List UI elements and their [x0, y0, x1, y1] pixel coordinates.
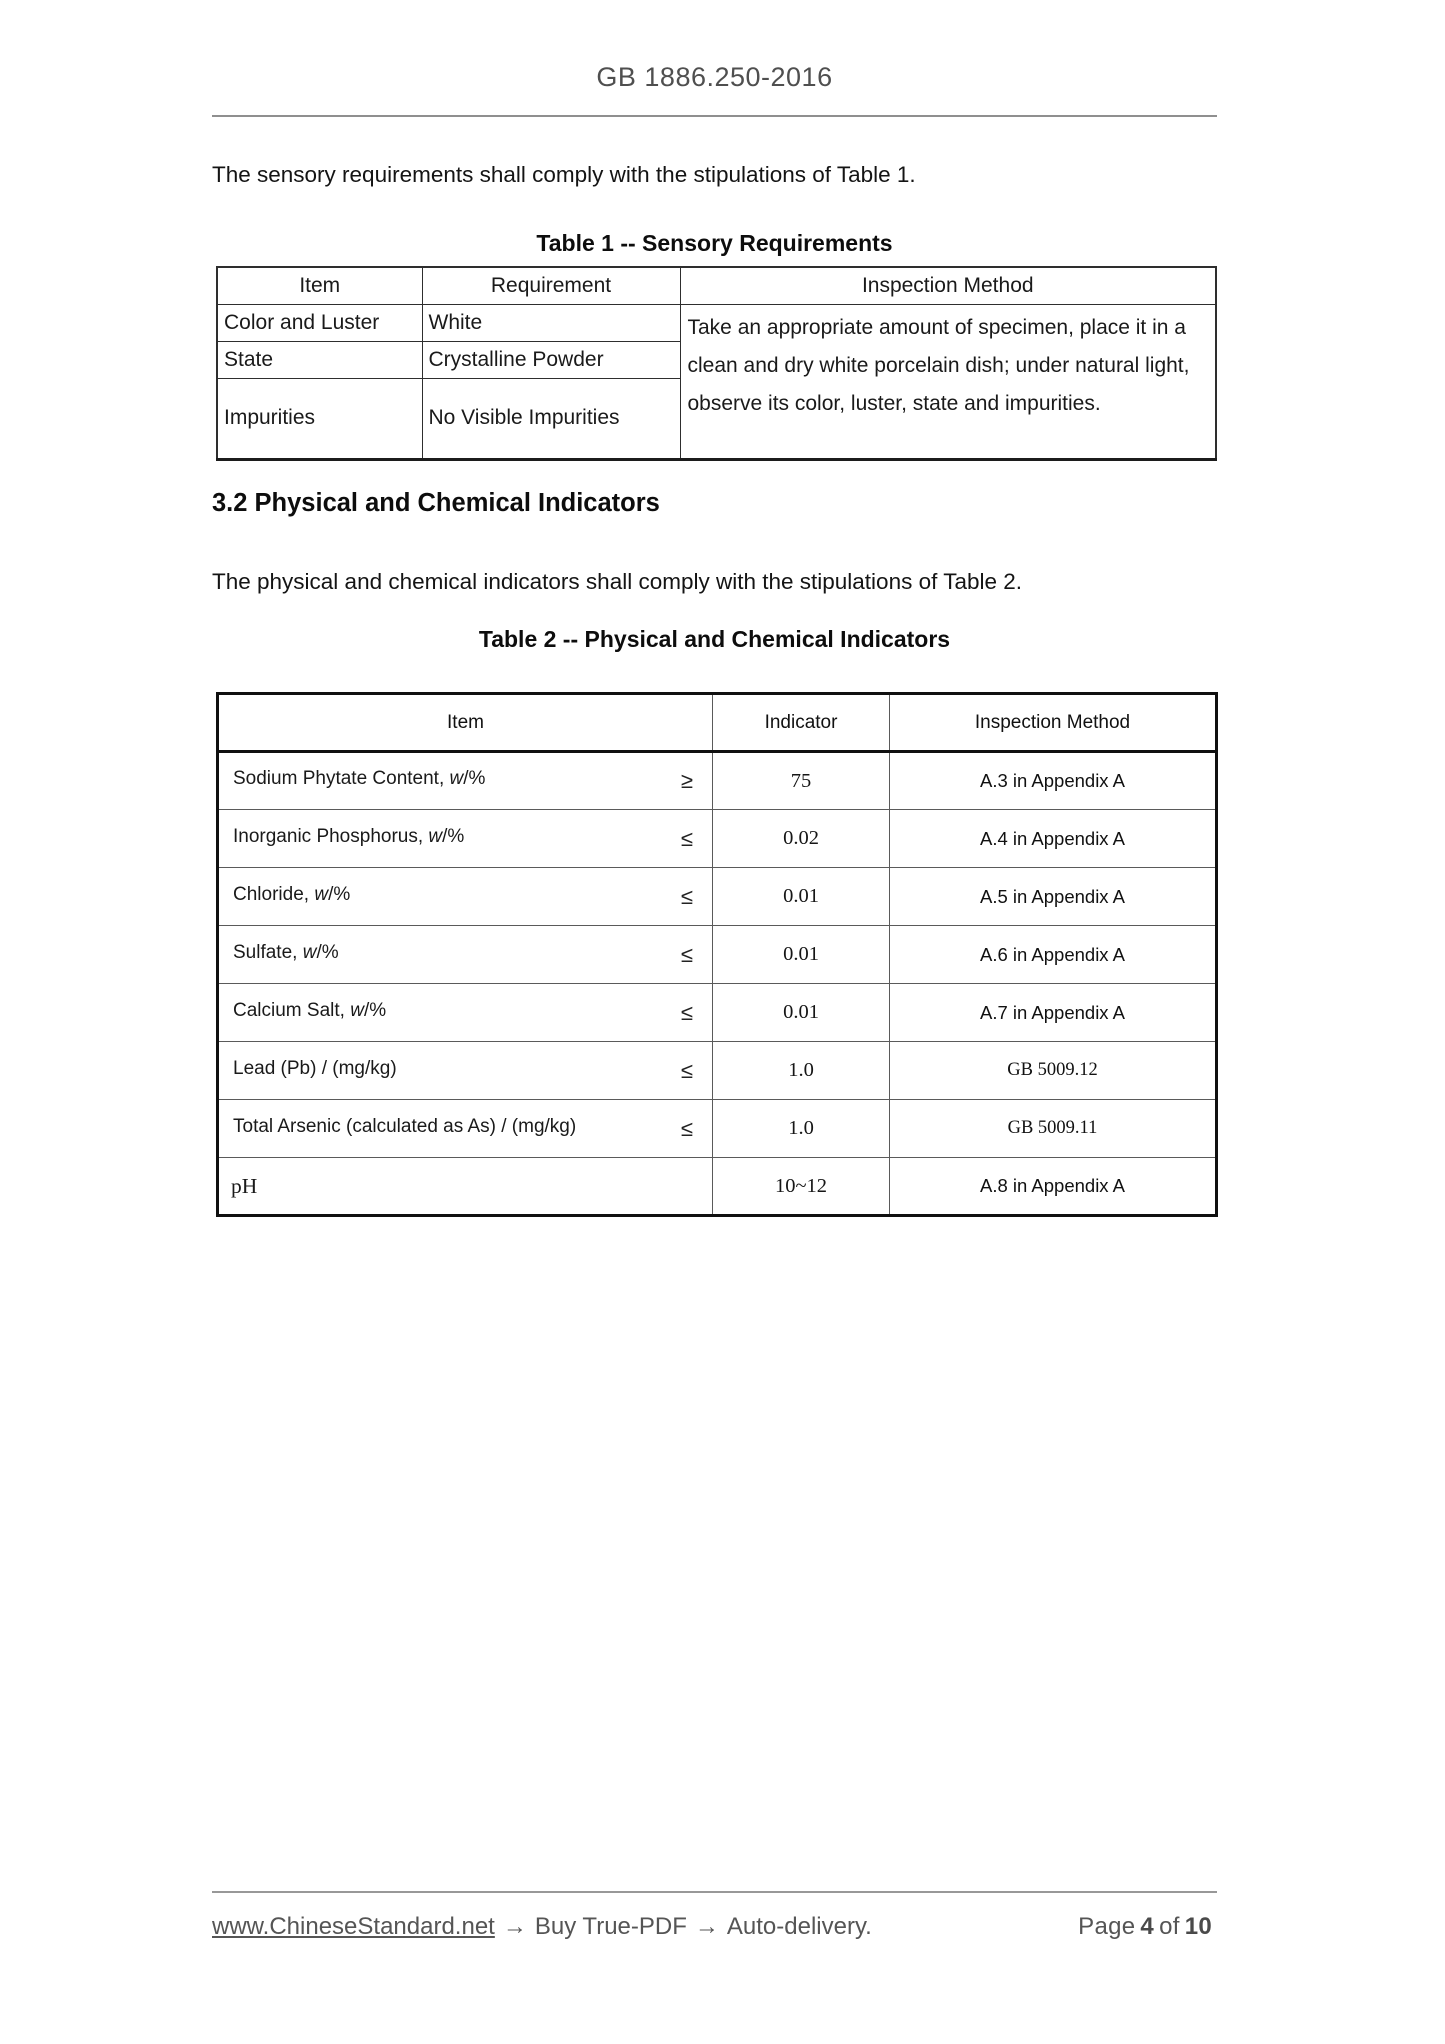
table2-method-cell: A.3 in Appendix A: [889, 751, 1217, 810]
table1-col-item: Item: [216, 266, 423, 305]
table2-item-cell: Sulfate, w/% ≤: [217, 925, 713, 984]
table2-indicator-cell: 0.02: [712, 809, 890, 868]
table2-method-cell: GB 5009.12: [889, 1041, 1217, 1100]
footer-buy-text: Buy True-PDF: [534, 1913, 687, 1940]
of-label: of: [1159, 1913, 1180, 1940]
table1-col-requirement: Requirement: [421, 266, 681, 305]
lte-symbol: ≤: [680, 1057, 693, 1083]
current-page-number: 4: [1140, 1913, 1155, 1940]
table2-row-calcium-salt: Calcium Salt, w/% ≤ 0.01 A.7 in Appendix …: [217, 983, 1217, 1042]
table2-method-cell: A.5 in Appendix A: [889, 867, 1217, 926]
table1-requirement-cell: No Visible Impurities: [421, 377, 681, 460]
table1-row-state: State Crystalline Powder: [216, 340, 1216, 379]
item-label: Chloride, w/%: [233, 883, 351, 905]
arrow-right-icon: →: [502, 1913, 527, 1940]
table2-item-cell: pH: [217, 1157, 713, 1216]
table2-item-cell: Total Arsenic (calculated as As) / (mg/k…: [217, 1099, 713, 1158]
sensory-requirements-table: Item Requirement Inspection Method Color…: [216, 266, 1217, 461]
table2-method-cell: GB 5009.11: [889, 1099, 1217, 1158]
total-page-number: 10: [1184, 1913, 1212, 1940]
table2-method-cell: A.6 in Appendix A: [889, 925, 1217, 984]
arrow-right-icon: →: [694, 1913, 719, 1940]
footer-left: www.ChineseStandard.net → Buy True-PDF → Aut…: [212, 1913, 872, 1941]
footer-delivery-text: Auto-delivery.: [726, 1913, 872, 1940]
gte-symbol: ≥: [680, 768, 693, 793]
lte-symbol: ≤: [680, 999, 693, 1025]
table2-col-indicator: Indicator: [712, 693, 890, 753]
footer-website-link[interactable]: www.ChineseStandard.net: [212, 1913, 495, 1940]
table2-col-item: Item: [217, 693, 713, 753]
table2-indicator-cell: 0.01: [712, 867, 890, 926]
table2-row-sodium-phytate: Sodium Phytate Content, w/% ≥ 75 A.3 in A…: [217, 751, 1217, 810]
table1-row-impurities: Impurities No Visible Impurities: [216, 377, 1216, 460]
document-header-title: GB 1886.250-2016: [596, 62, 833, 92]
table2-header-row: Item Indicator Inspection Method: [217, 693, 1217, 753]
item-label: Calcium Salt, w/%: [233, 999, 387, 1021]
table2-row-inorganic-phosphorus: Inorganic Phosphorus, w/% ≤ 0.02 A.4 in A…: [217, 809, 1217, 868]
table2-col-inspection: Inspection Method: [889, 693, 1217, 753]
page-number-indicator: Page 4 of 10: [1078, 1913, 1217, 1941]
table1-header-row: Item Requirement Inspection Method: [216, 266, 1217, 305]
table2-method-cell: A.8 in Appendix A: [889, 1157, 1217, 1216]
table2-indicator-cell: 75: [712, 751, 890, 810]
physchem-indicators-paragraph: The physical and chemical indicators sha…: [212, 569, 1022, 594]
table1-inspection-method-cell: Take an appropriate amount of specimen, …: [679, 303, 1217, 460]
table1-item-cell: Color and Luster: [216, 303, 423, 342]
item-label: Inorganic Phosphorus, w/%: [233, 825, 465, 847]
item-label: pH: [231, 1173, 258, 1198]
footer-divider: [212, 1891, 1217, 1893]
lte-symbol: ≤: [680, 941, 693, 967]
table1-requirement-cell: White: [421, 303, 681, 342]
table2-method-cell: A.4 in Appendix A: [889, 809, 1217, 868]
sensory-requirements-paragraph: The sensory requirements shall comply wi…: [212, 162, 916, 187]
table1-col-inspection: Inspection Method: [679, 266, 1217, 305]
table2-indicator-cell: 10~12: [712, 1157, 890, 1216]
table2-indicator-cell: 1.0: [712, 1099, 890, 1158]
header-divider: [212, 115, 1217, 117]
section-heading-3-2: 3.2 Physical and Chemical Indicators: [212, 489, 660, 517]
table1-caption: Table 1 -- Sensory Requirements: [536, 230, 893, 256]
item-label: Sodium Phytate Content, w/%: [233, 768, 486, 789]
table1-item-cell: Impurities: [216, 377, 423, 460]
lte-symbol: ≤: [680, 1115, 693, 1141]
table2-item-cell: Inorganic Phosphorus, w/% ≤: [217, 809, 713, 868]
table1-row-color: Color and Luster White Take an appropria…: [216, 303, 1217, 460]
table2-item-cell: Lead (Pb) / (mg/kg) ≤: [217, 1041, 713, 1100]
lte-symbol: ≤: [680, 825, 693, 851]
table1-requirement-cell: Crystalline Powder: [421, 340, 681, 379]
table2-indicator-cell: 1.0: [712, 1041, 890, 1100]
page-footer: www.ChineseStandard.net → Buy True-PDF → Aut…: [212, 1913, 1217, 1941]
item-label: Total Arsenic (calculated as As) / (mg/k…: [233, 1115, 577, 1137]
table2-indicator-cell: 0.01: [712, 925, 890, 984]
page-label: Page: [1078, 1913, 1136, 1940]
table2-row-sulfate: Sulfate, w/% ≤ 0.01 A.6 in Appendix A: [217, 925, 1217, 984]
table2-row-ph: pH 10~12 A.8 in Appendix A: [217, 1157, 1217, 1216]
physical-chemical-indicators-table: Item Indicator Inspection Method Sodium …: [216, 692, 1218, 1217]
item-label: Lead (Pb) / (mg/kg): [233, 1057, 397, 1079]
table2-indicator-cell: 0.01: [712, 983, 890, 1042]
item-label: Sulfate, w/%: [233, 941, 339, 963]
table2-item-cell: Calcium Salt, w/% ≤: [217, 983, 713, 1042]
lte-symbol: ≤: [680, 883, 693, 909]
table2-caption: Table 2 -- Physical and Chemical Indicat…: [478, 626, 951, 652]
table2-item-cell: Sodium Phytate Content, w/% ≥: [217, 751, 713, 810]
table2-item-cell: Chloride, w/% ≤: [217, 867, 713, 926]
table2-row-lead: Lead (Pb) / (mg/kg) ≤ 1.0 GB 5009.12: [217, 1041, 1217, 1100]
table2-row-chloride: Chloride, w/% ≤ 0.01 A.5 in Appendix A: [217, 867, 1217, 926]
table1-item-cell: State: [216, 340, 423, 379]
table2-row-total-arsenic: Total Arsenic (calculated as As) / (mg/k…: [217, 1099, 1217, 1158]
table2-method-cell: A.7 in Appendix A: [889, 983, 1217, 1042]
